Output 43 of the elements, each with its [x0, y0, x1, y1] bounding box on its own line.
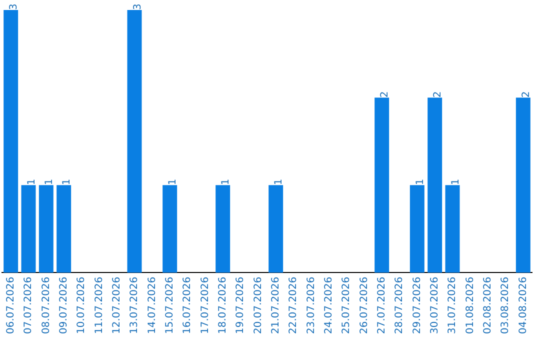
x-tick-label: 17.07.2026 — [200, 276, 211, 334]
x-tick-label: 30.07.2026 — [429, 276, 440, 334]
data-label: 2 — [432, 91, 444, 98]
x-tick-label: 28.07.2026 — [394, 276, 406, 334]
data-label: 1 — [26, 178, 38, 186]
x-tick-label: 03.08.2026 — [500, 276, 512, 334]
data-label: 3 — [132, 4, 144, 10]
data-label: 1 — [220, 178, 232, 186]
x-tick-label: 18.07.2026 — [217, 276, 228, 334]
x-tick-label: 14.07.2026 — [146, 276, 158, 334]
data-label: 2 — [521, 91, 532, 98]
x-tick-label: 09.07.2026 — [58, 276, 70, 334]
x-tick-label: 13.07.2026 — [129, 276, 140, 334]
data-label: 2 — [380, 91, 391, 98]
x-tick-label: 04.08.2026 — [518, 276, 529, 334]
data-label: 1 — [62, 178, 73, 186]
data-label: 3 — [8, 4, 20, 10]
x-tick-label: 24.07.2026 — [323, 276, 334, 334]
data-label: 1 — [44, 178, 56, 186]
x-tick-label: 07.07.2026 — [23, 276, 34, 334]
x-tick-label: 01.08.2026 — [464, 276, 476, 334]
x-tick-label: 20.07.2026 — [252, 276, 264, 334]
x-tick-label: 23.07.2026 — [306, 276, 317, 334]
x-tick-label: 15.07.2026 — [164, 276, 176, 334]
x-tick-label: 06.07.2026 — [5, 276, 16, 334]
x-tick-label: 08.07.2026 — [40, 276, 52, 334]
x-tick-label: 26.07.2026 — [358, 276, 370, 334]
x-tick-label: 02.08.2026 — [482, 276, 494, 334]
data-label: 1 — [450, 178, 462, 186]
x-tick-label: 10.07.2026 — [76, 276, 88, 334]
x-tick-label: 22.07.2026 — [288, 276, 300, 334]
x-tick-label: 16.07.2026 — [182, 276, 194, 334]
data-label: 1 — [274, 178, 285, 186]
x-tick-label: 11.07.2026 — [94, 276, 105, 334]
x-tick-label: 27.07.2026 — [376, 276, 388, 334]
x-tick-label: 29.07.2026 — [412, 276, 423, 334]
data-label: 1 — [415, 178, 426, 186]
x-tick-label: 25.07.2026 — [341, 276, 352, 334]
data-label: 1 — [168, 178, 179, 186]
x-tick-label: 19.07.2026 — [235, 276, 246, 334]
x-tick-label: 21.07.2026 — [270, 276, 282, 334]
x-tick-label: 31.07.2026 — [447, 276, 458, 334]
x-tick-label: 12.07.2026 — [111, 276, 122, 334]
